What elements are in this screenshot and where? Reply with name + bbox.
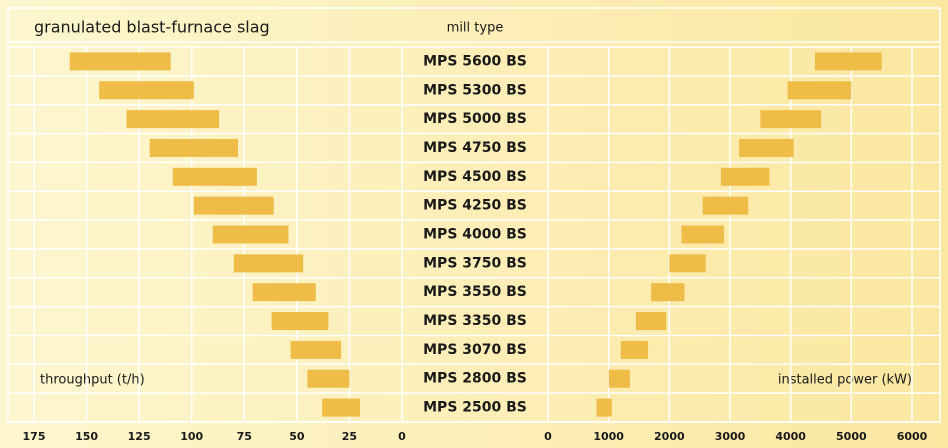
range-bar [702,196,749,215]
right-axis-label: installed power (kW) [778,373,912,388]
range-bar [651,283,685,302]
range-bar [307,369,350,388]
x-tick-label: 175 [23,430,46,443]
category-label: MPS 4250 BS [423,198,527,214]
range-bar [681,225,724,244]
range-bar [760,110,821,129]
range-bar [596,398,612,417]
range-bar [787,81,852,100]
range-bar [193,196,274,215]
range-bar [608,369,630,388]
range-bar [814,52,882,71]
range-bar [126,110,220,129]
category-label: MPS 5600 BS [423,53,527,69]
x-tick-label: 5000 [836,430,867,443]
range-bar [720,167,770,186]
x-tick-label: 4000 [775,430,806,443]
range-bar [271,312,329,331]
x-tick-label: 25 [342,430,357,443]
category-label: MPS 2500 BS [423,400,527,416]
category-label: MPS 3750 BS [423,255,527,271]
range-bar [69,52,171,71]
left-axis-label: throughput (t/h) [40,373,145,388]
category-label: MPS 2800 BS [423,371,527,387]
category-label: MPS 4000 BS [423,227,527,243]
range-bar [290,340,342,359]
range-bar [322,398,360,417]
x-tick-label: 2000 [654,430,685,443]
category-header: mill type [447,21,504,36]
range-bar [172,167,257,186]
category-label: MPS 3070 BS [423,342,527,358]
range-bar [620,340,649,359]
category-label: MPS 3350 BS [423,313,527,329]
category-label: MPS 3550 BS [423,284,527,300]
x-tick-label: 75 [237,430,252,443]
x-tick-label: 3000 [715,430,746,443]
x-tick-label: 1000 [593,430,624,443]
category-label: MPS 4500 BS [423,169,527,185]
range-bar [233,254,304,273]
category-label: MPS 5300 BS [423,82,527,98]
x-tick-label: 0 [544,430,552,443]
category-label: MPS 5000 BS [423,111,527,127]
x-tick-label: 100 [180,430,203,443]
range-bar [252,283,316,302]
range-bar [669,254,706,273]
chart-title: granulated blast-furnace slag [34,18,270,37]
x-tick-label: 125 [128,430,151,443]
range-bar [739,138,794,157]
x-tick-label: 150 [75,430,98,443]
x-tick-label: 6000 [897,430,928,443]
range-bar [212,225,289,244]
x-tick-label: 50 [289,430,305,443]
range-bar [635,312,667,331]
range-bar [149,138,238,157]
category-label: MPS 4750 BS [423,140,527,156]
x-tick-label: 0 [398,430,406,443]
range-bar [99,81,194,100]
